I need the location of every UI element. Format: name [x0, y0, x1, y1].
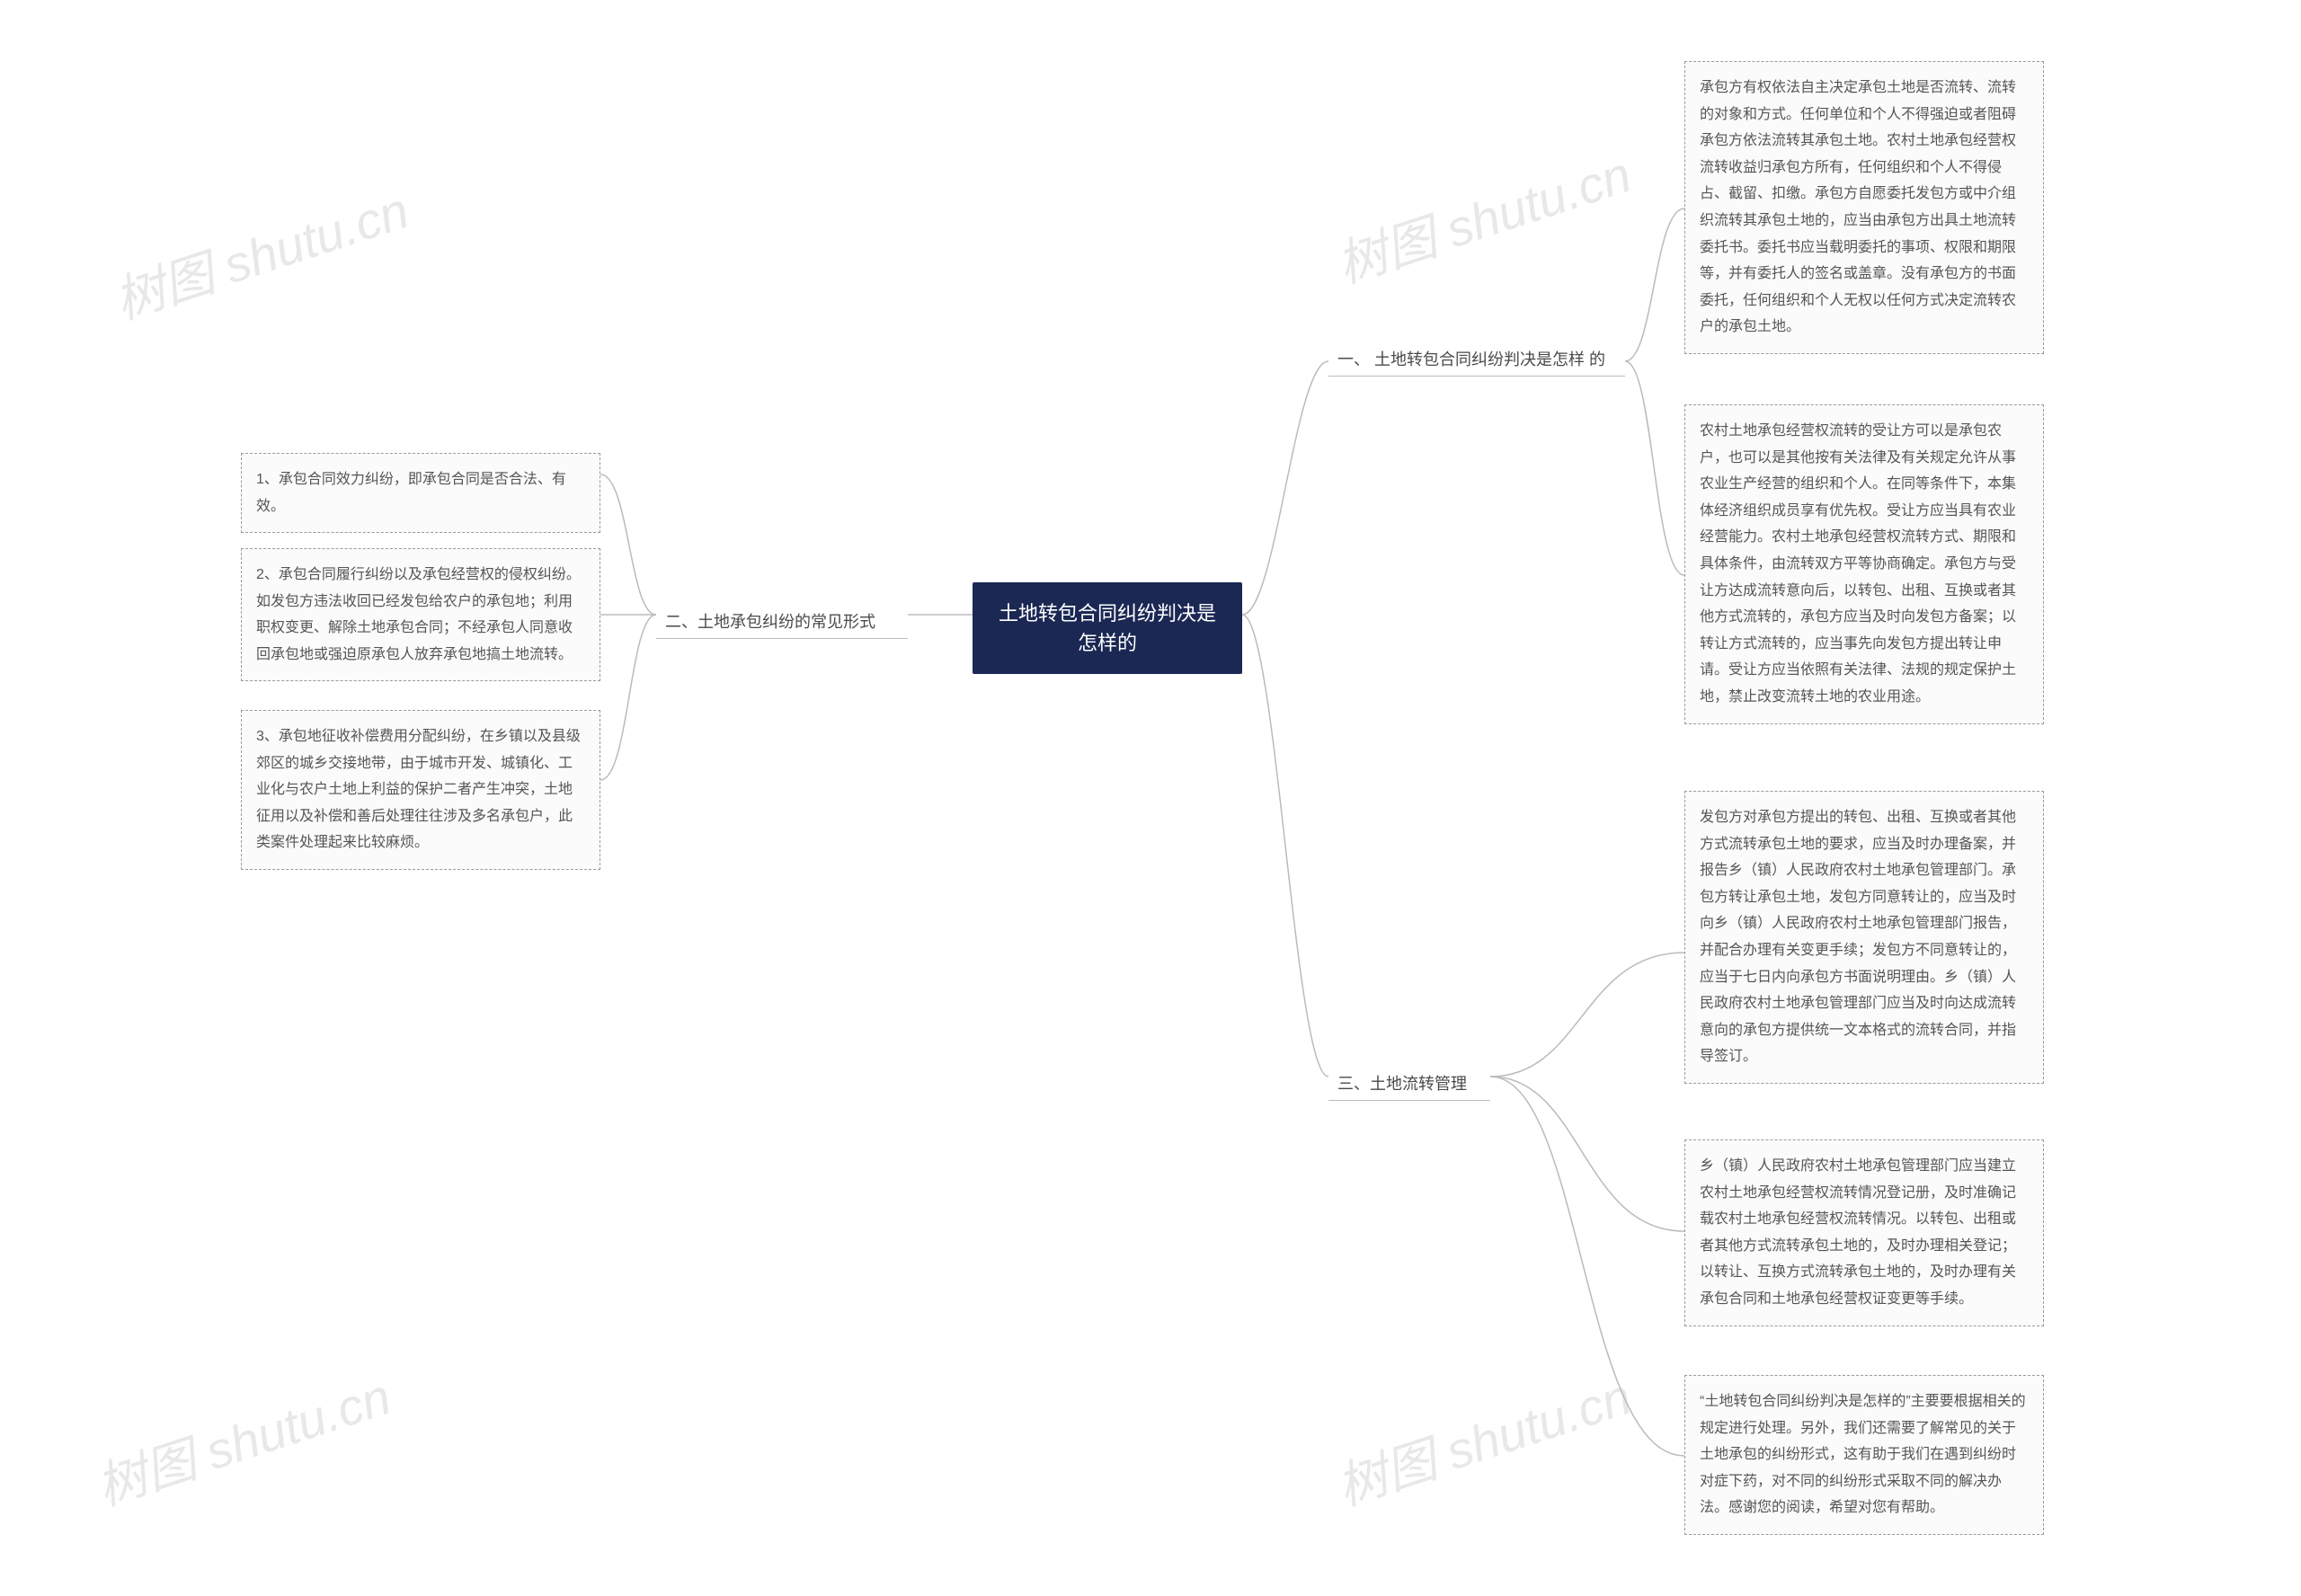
leaf-node: 发包方对承包方提出的转包、出租、互换或者其他方式流转承包土地的要求，应当及时办理… [1684, 791, 2044, 1084]
leaf-node: 农村土地承包经营权流转的受让方可以是承包农户，也可以是其他按有关法律及有关规定允… [1684, 404, 2044, 724]
branch-node-1: 一、 土地转包合同纠纷判决是怎样 的 [1328, 341, 1625, 377]
edge [1242, 361, 1328, 615]
watermark: 树图 shutu.cn [86, 1357, 399, 1521]
watermark: 树图 shutu.cn [104, 171, 417, 334]
edge [1490, 1077, 1684, 1456]
leaf-node: 承包方有权依法自主决定承包土地是否流转、流转的对象和方式。任何单位和个人不得强迫… [1684, 61, 2044, 354]
watermark: 树图 shutu.cn [1327, 1357, 1639, 1521]
edge [1490, 953, 1684, 1077]
edge [1242, 615, 1328, 1077]
leaf-node: 1、承包合同效力纠纷，即承包合同是否合法、有效。 [241, 453, 600, 533]
center-node: 土地转包合同纠纷判决是 怎样的 [973, 582, 1242, 674]
edge [600, 615, 656, 780]
branch-node-3: 三、土地流转管理 [1328, 1066, 1490, 1101]
watermark: 树图 shutu.cn [1327, 135, 1639, 298]
leaf-node: “土地转包合同纠纷判决是怎样的”主要要根据相关的规定进行处理。另外，我们还需要了… [1684, 1375, 2044, 1535]
edge [1625, 208, 1684, 361]
leaf-node: 乡（镇）人民政府农村土地承包管理部门应当建立农村土地承包经营权流转情况登记册，及… [1684, 1139, 2044, 1326]
edge [1625, 361, 1684, 575]
edge [1490, 1077, 1684, 1231]
branch-node-2: 二、土地承包纠纷的常见形式 [656, 604, 908, 639]
leaf-node: 3、承包地征收补偿费用分配纠纷，在乡镇以及县级郊区的城乡交接地带，由于城市开发、… [241, 710, 600, 870]
leaf-node: 2、承包合同履行纠纷以及承包经营权的侵权纠纷。如发包方违法收回已经发包给农户的承… [241, 548, 600, 681]
edge [600, 474, 656, 615]
